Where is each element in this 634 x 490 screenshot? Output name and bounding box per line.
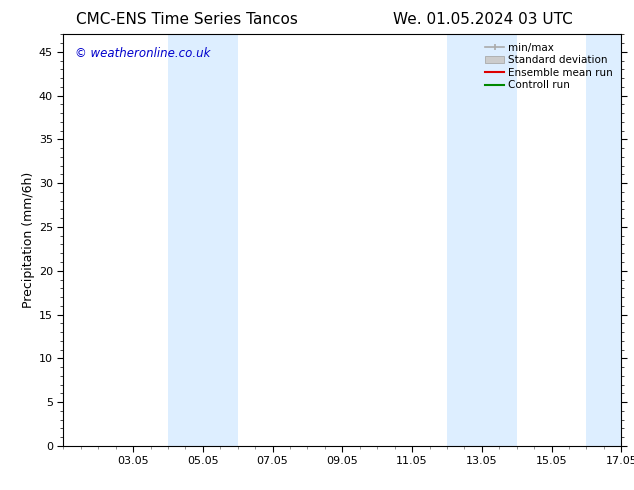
Bar — [203, 34, 238, 446]
Bar — [447, 34, 482, 446]
Legend: min/max, Standard deviation, Ensemble mean run, Controll run: min/max, Standard deviation, Ensemble me… — [482, 40, 616, 94]
Bar — [482, 34, 517, 446]
Text: We. 01.05.2024 03 UTC: We. 01.05.2024 03 UTC — [393, 12, 573, 27]
Bar — [168, 34, 203, 446]
Text: © weatheronline.co.uk: © weatheronline.co.uk — [75, 47, 210, 60]
Text: CMC-ENS Time Series Tancos: CMC-ENS Time Series Tancos — [76, 12, 298, 27]
Bar — [586, 34, 621, 446]
Y-axis label: Precipitation (mm/6h): Precipitation (mm/6h) — [22, 172, 35, 308]
